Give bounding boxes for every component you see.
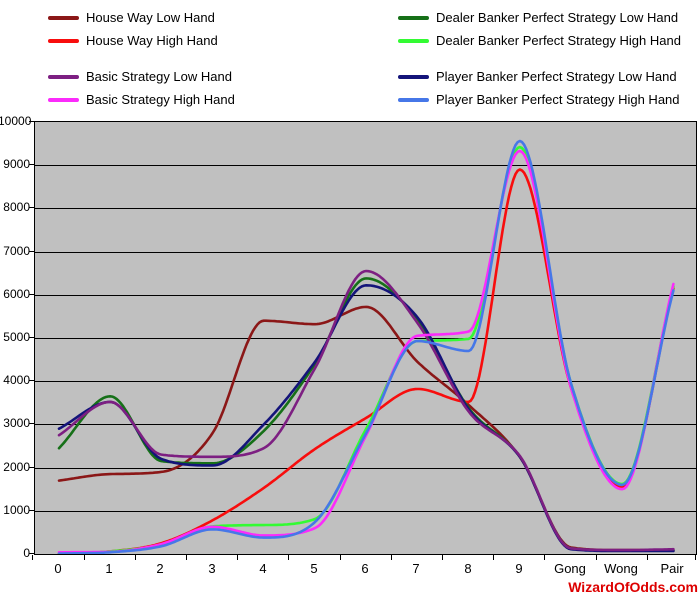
plot-area [34,121,697,555]
y-axis-tick [29,294,34,295]
series-line [57,168,675,554]
legend-label: Player Banker Perfect Strategy Low Hand [436,69,677,84]
y-axis-label: 5000 [3,330,30,344]
gridline [35,295,696,296]
legend-color-swatch [398,98,429,102]
x-axis-label: 3 [208,561,216,576]
x-axis-tick [391,555,392,560]
y-axis-tick [29,380,34,381]
y-axis-label: 7000 [3,244,30,258]
legend-label: House Way High Hand [86,33,218,48]
y-axis-label: 2000 [3,460,30,474]
legend-label: Dealer Banker Perfect Strategy Low Hand [436,10,679,25]
data-curves [57,139,675,554]
gridline [35,468,696,469]
y-axis-tick [29,251,34,252]
x-axis-tick [544,555,545,560]
x-axis-label: 7 [412,561,420,576]
x-axis-label: 4 [259,561,267,576]
gridline [35,252,696,253]
y-axis-label: 6000 [3,287,30,301]
x-axis-label: 8 [464,561,472,576]
x-axis-tick [647,555,648,560]
series-line [57,149,675,554]
gridline [35,511,696,512]
x-axis-label: 6 [361,561,369,576]
legend-label: Basic Strategy Low Hand [86,69,232,84]
legend-label: Dealer Banker Perfect Strategy High Hand [436,33,681,48]
x-axis-label: Wong [604,561,638,576]
y-axis-tick [29,423,34,424]
x-axis-label: 1 [105,561,113,576]
gridline [35,338,696,339]
legend-label: Player Banker Perfect Strategy High Hand [436,92,680,107]
y-axis-label: 10000 [0,114,32,128]
x-axis-tick [84,555,85,560]
x-axis-label: 9 [515,561,523,576]
legend-color-swatch [398,16,429,20]
x-axis-tick [493,555,494,560]
x-axis-tick [135,555,136,560]
y-axis-label: 3000 [3,416,30,430]
y-axis-tick [29,121,34,122]
gridline [35,424,696,425]
y-axis-label: 0 [23,546,30,560]
y-axis-tick [29,164,34,165]
gridline [35,381,696,382]
y-axis-label: 4000 [3,373,30,387]
series-line [57,139,675,554]
x-axis-label: 5 [310,561,318,576]
legend-label: House Way Low Hand [86,10,215,25]
x-axis-tick [32,555,33,560]
legend-color-swatch [398,39,429,43]
gridline [35,165,696,166]
x-axis-tick [237,555,238,560]
gridline [35,208,696,209]
x-axis-tick [340,555,341,560]
x-axis-tick [596,555,597,560]
x-axis-tick [442,555,443,560]
y-axis-label: 1000 [3,503,30,517]
x-axis-label: 0 [54,561,62,576]
series-line [57,269,675,552]
legend-label: Basic Strategy High Hand [86,92,235,107]
legend-color-swatch [48,75,79,79]
x-axis-label: 2 [156,561,164,576]
y-axis-tick [29,510,34,511]
y-axis-label: 9000 [3,157,30,171]
x-axis-tick [695,555,696,560]
y-axis-tick [29,337,34,338]
series-line [57,145,675,554]
y-axis-tick [29,553,34,554]
legend-color-swatch [48,16,79,20]
y-axis-tick [29,207,34,208]
x-axis-label: Gong [554,561,586,576]
watermark-text: WizardOfOdds.com [568,579,698,595]
legend-color-swatch [48,39,79,43]
legend-color-swatch [48,98,79,102]
x-axis-label: Pair [660,561,684,576]
legend-color-swatch [398,75,429,79]
x-axis-tick [186,555,187,560]
y-axis-label: 8000 [3,200,30,214]
y-axis-tick [29,467,34,468]
x-axis-tick [288,555,289,560]
